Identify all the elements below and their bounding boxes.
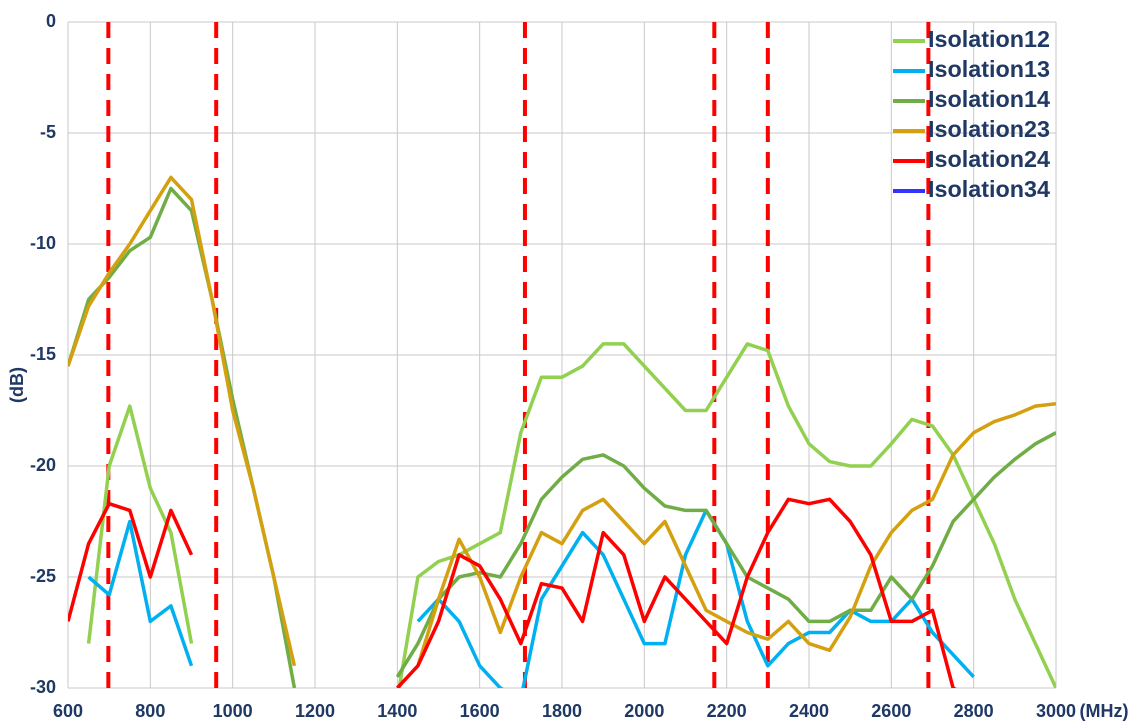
legend-label: Isolation12 bbox=[928, 26, 1050, 52]
legend-label: Isolation24 bbox=[928, 146, 1050, 172]
y-tick-label: -30 bbox=[30, 677, 56, 697]
y-tick-label: -10 bbox=[30, 233, 56, 253]
plot-lines bbox=[68, 175, 1056, 688]
x-tick-label: 2800 bbox=[954, 701, 994, 721]
x-tick-label: 800 bbox=[135, 701, 165, 721]
legend: Isolation12 Isolation13 Isolation14 Isolati… bbox=[893, 26, 1050, 202]
y-tick-label: -25 bbox=[30, 566, 56, 586]
series-line bbox=[87, 508, 975, 688]
axes: 600 800 1000 1200 1400 1600 1800 2000 2200 2400 26… bbox=[30, 11, 1076, 721]
series-line bbox=[86, 342, 1056, 688]
x-tick-label: 3000 bbox=[1036, 701, 1076, 721]
y-tick-label: 0 bbox=[46, 11, 56, 31]
legend-label: Isolation23 bbox=[928, 116, 1050, 142]
x-tick-label: 2400 bbox=[789, 701, 829, 721]
x-tick-label: 2200 bbox=[707, 701, 747, 721]
y-tick-label: -20 bbox=[30, 455, 56, 475]
series-line bbox=[68, 175, 1056, 667]
x-tick-label: 600 bbox=[53, 701, 83, 721]
x-tick-label: 1200 bbox=[295, 701, 335, 721]
y-tick-label: -15 bbox=[30, 344, 56, 364]
x-tick-label: 2000 bbox=[624, 701, 664, 721]
x-tick-label: 1400 bbox=[377, 701, 417, 721]
legend-label: Isolation14 bbox=[928, 86, 1050, 112]
x-tick-label: 1600 bbox=[460, 701, 500, 721]
grid bbox=[67, 21, 1057, 689]
legend-label: Isolation34 bbox=[928, 176, 1050, 202]
x-tick-label: 1000 bbox=[213, 701, 253, 721]
reference-lines bbox=[106, 22, 931, 688]
x-tick-label: 2600 bbox=[871, 701, 911, 721]
x-tick-label: 1800 bbox=[542, 701, 582, 721]
series-line bbox=[68, 497, 957, 688]
x-axis-label: (MHz) bbox=[1080, 701, 1129, 721]
y-tick-label: -5 bbox=[40, 122, 56, 142]
legend-label: Isolation13 bbox=[928, 56, 1050, 82]
y-axis-label: (dB) bbox=[7, 367, 27, 403]
